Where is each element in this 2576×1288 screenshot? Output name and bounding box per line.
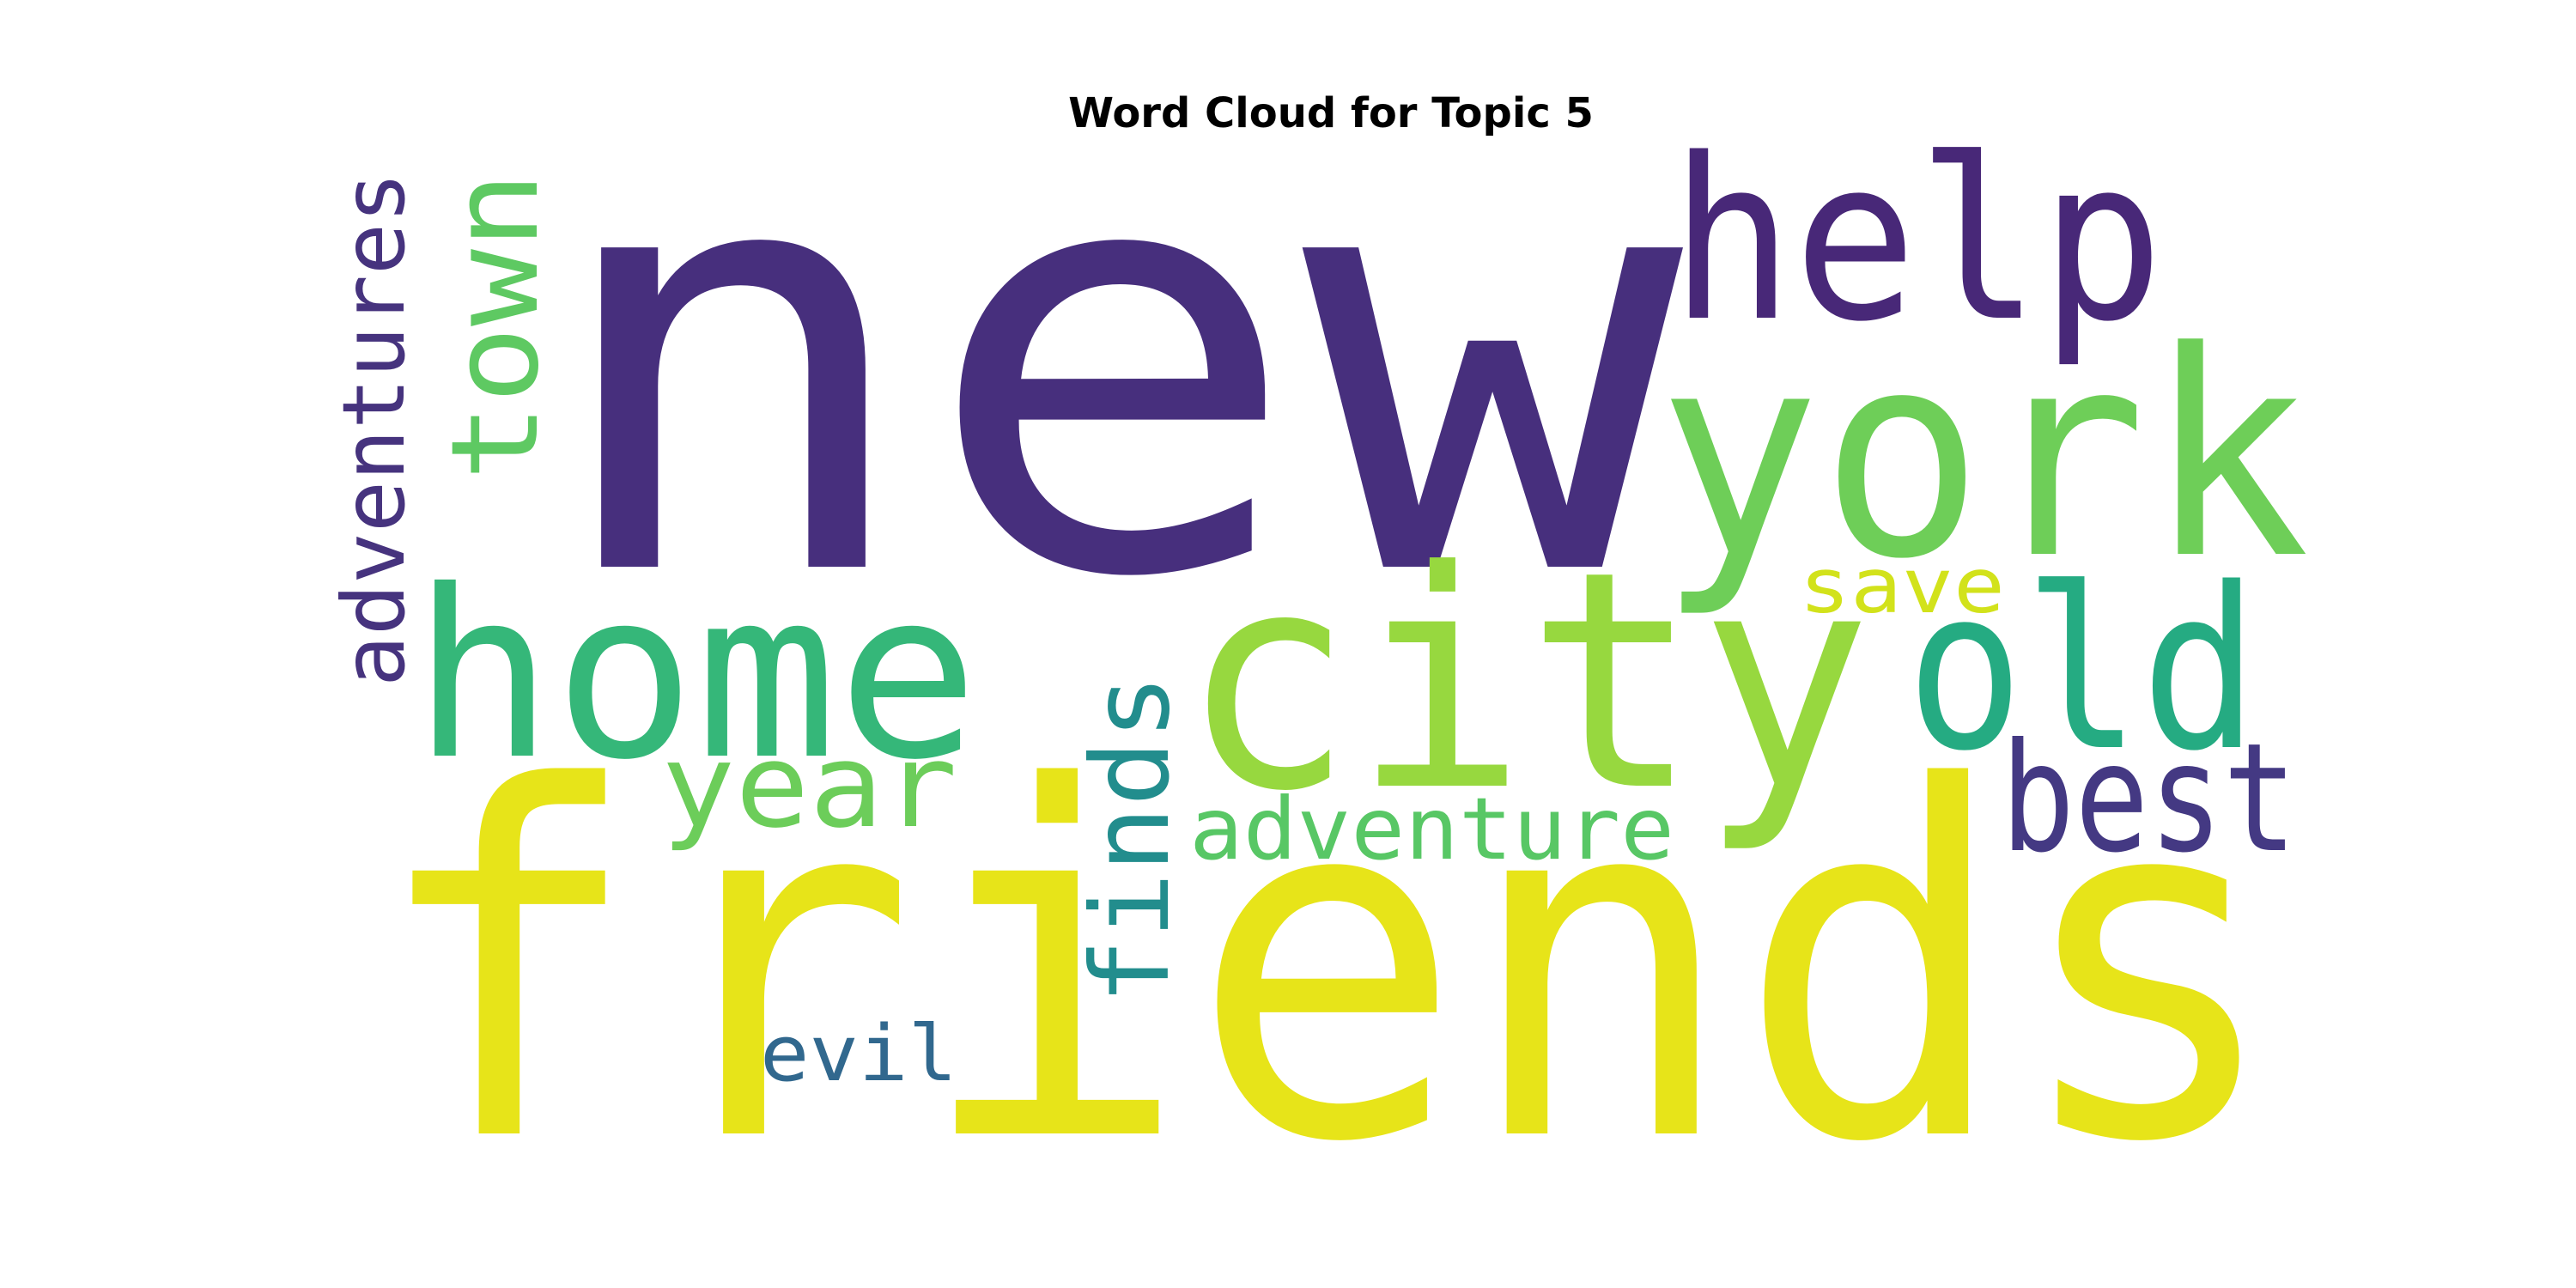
chart-title: Word Cloud for Topic 5 xyxy=(1068,89,1594,137)
word-year: year xyxy=(661,719,957,854)
word-help: help xyxy=(1670,112,2164,371)
word-old: old xyxy=(1906,541,2258,800)
word-york: york xyxy=(1657,291,2310,621)
word-finds: finds xyxy=(1069,674,1194,1005)
word-evil: evil xyxy=(760,1009,957,1099)
word-home: home xyxy=(412,540,979,811)
word-save: save xyxy=(1799,542,2005,630)
word-adventure: adventure xyxy=(1189,779,1674,879)
word-city: city xyxy=(1181,507,1872,857)
word-adventures: adventures xyxy=(324,172,424,687)
word-town: town xyxy=(426,172,566,481)
word-new: new xyxy=(541,26,1687,705)
word-best: best xyxy=(2001,712,2297,886)
word-friends: friends xyxy=(369,688,2284,1248)
